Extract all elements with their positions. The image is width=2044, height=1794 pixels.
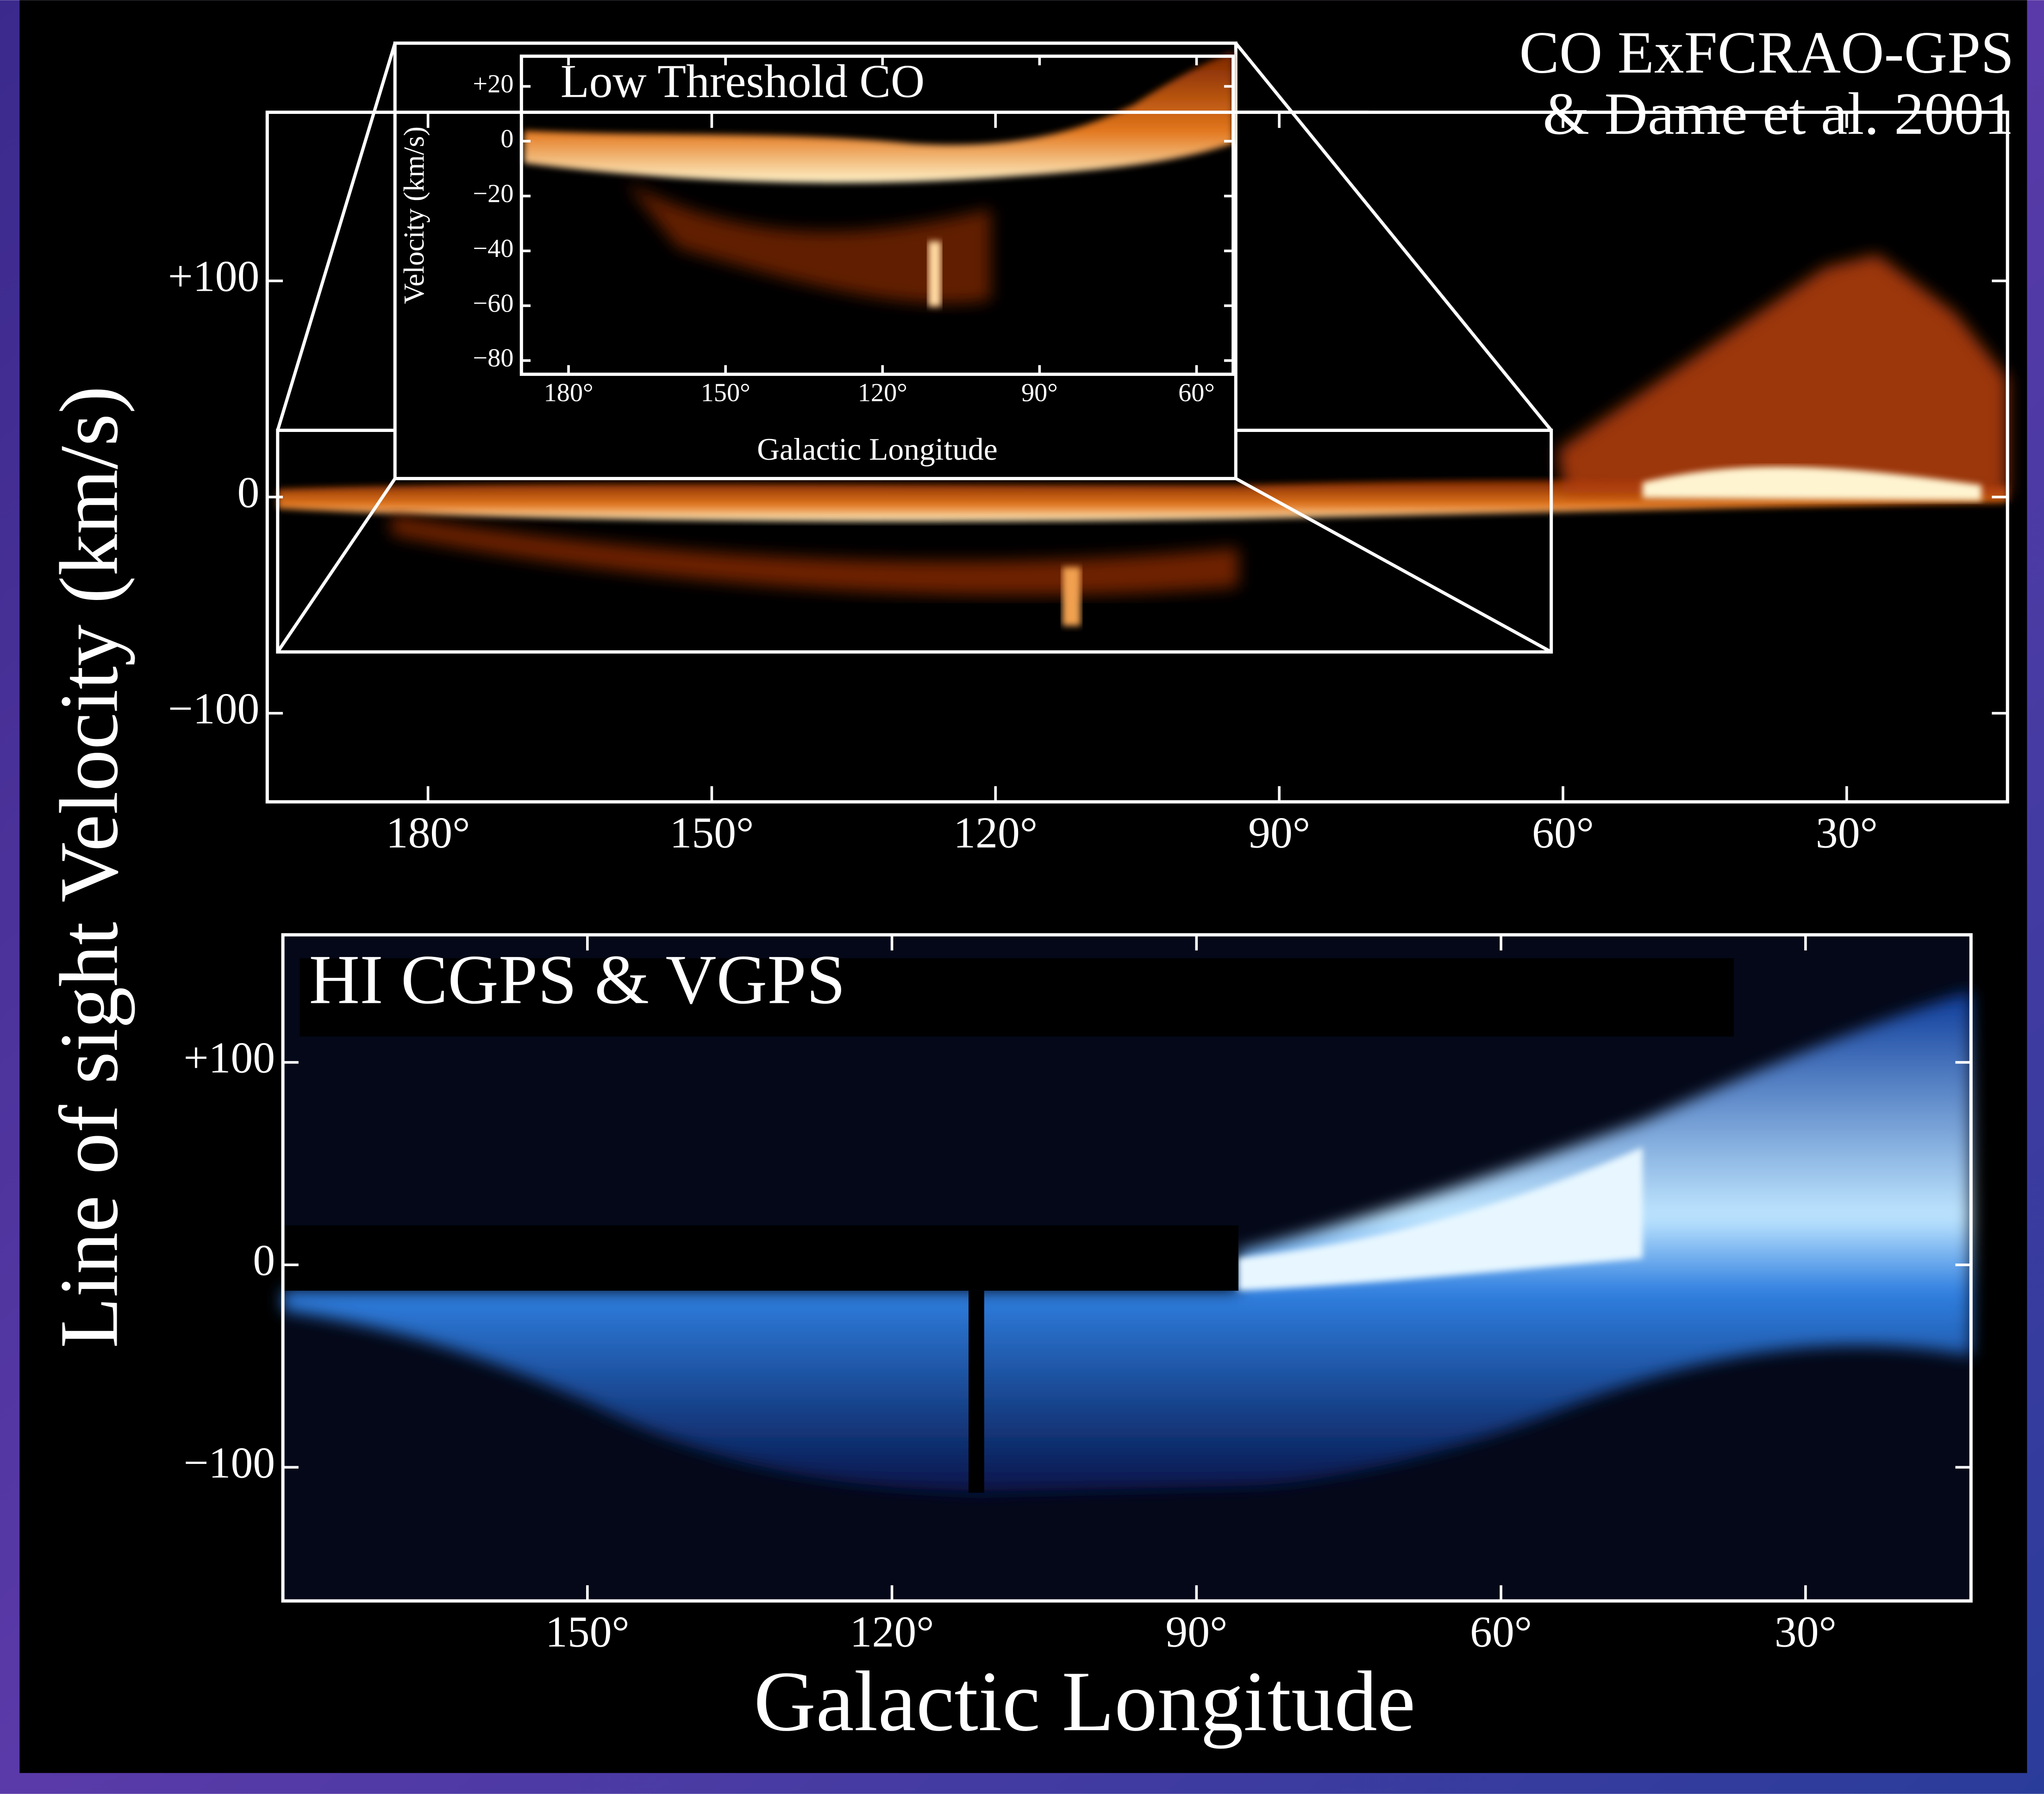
x-tick-label: 30° bbox=[1816, 808, 1878, 857]
x-tick-label: 120° bbox=[953, 808, 1038, 857]
y-tick-label: +100 bbox=[168, 252, 260, 301]
x-tick-label: 120° bbox=[850, 1607, 934, 1656]
chart-title: HI CGPS & VGPS bbox=[309, 941, 845, 1019]
y-tick-label: −40 bbox=[473, 234, 513, 263]
x-axis-title: Galactic Longitude bbox=[754, 1654, 1415, 1749]
y-axis-title: Line of sight Velocity (km/s) bbox=[43, 386, 135, 1348]
y-axis-title: Velocity (km/s) bbox=[399, 126, 430, 304]
y-tick-label: +100 bbox=[184, 1033, 275, 1082]
x-tick-label: 150° bbox=[669, 808, 754, 857]
y-tick-label: −100 bbox=[168, 684, 260, 733]
y-tick-label: +20 bbox=[473, 69, 513, 98]
x-tick-label: 150° bbox=[701, 378, 750, 407]
x-tick-label: 30° bbox=[1775, 1607, 1837, 1656]
x-tick-label: 90° bbox=[1248, 808, 1310, 857]
x-tick-label: 60° bbox=[1532, 808, 1594, 857]
chart-title: CO ExFCRAO-GPS bbox=[1519, 20, 2014, 86]
x-tick-label: 90° bbox=[1165, 1607, 1227, 1656]
y-tick-label: −100 bbox=[184, 1438, 275, 1487]
y-tick-label: 0 bbox=[253, 1236, 275, 1285]
y-tick-label: −80 bbox=[473, 344, 513, 373]
x-tick-label: 60° bbox=[1470, 1607, 1532, 1656]
x-tick-label: 180° bbox=[386, 808, 470, 857]
x-tick-label: 150° bbox=[545, 1607, 630, 1656]
y-tick-label: −60 bbox=[473, 289, 513, 318]
y-tick-label: −20 bbox=[473, 179, 513, 208]
page: Line of sight Velocity (km/s) Galactic L… bbox=[0, 0, 2044, 1794]
x-axis-title: Galactic Longitude bbox=[757, 432, 998, 467]
chart-title: Low Threshold CO bbox=[561, 55, 925, 107]
x-tick-label: 180° bbox=[544, 378, 594, 407]
x-tick-label: 120° bbox=[858, 378, 907, 407]
chart-title: & Dame et al. 2001 bbox=[1543, 81, 2014, 147]
figure: Line of sight Velocity (km/s) Galactic L… bbox=[0, 0, 2044, 1794]
x-tick-label: 90° bbox=[1021, 378, 1058, 407]
y-tick-label: 0 bbox=[237, 468, 259, 517]
x-tick-label: 60° bbox=[1178, 378, 1215, 407]
y-tick-label: 0 bbox=[500, 125, 513, 153]
